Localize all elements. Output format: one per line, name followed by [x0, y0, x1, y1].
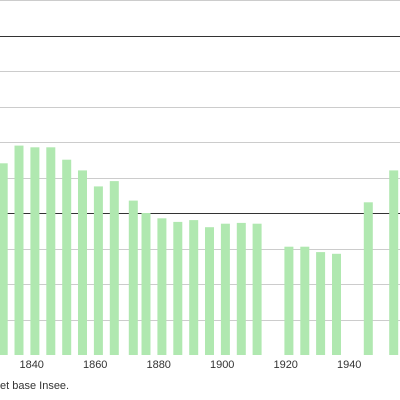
x-tick-label-1860: 1860 [83, 359, 107, 371]
bar-1901 [220, 223, 230, 355]
bar-1946 [363, 202, 373, 355]
bar-1846 [46, 147, 56, 355]
bar-1906 [236, 222, 246, 355]
bar-1831 [0, 163, 8, 355]
bar-1936 [332, 253, 341, 355]
bar-1876 [141, 213, 151, 355]
source-note: et base Insee. [0, 380, 70, 392]
bar-1841 [30, 147, 40, 355]
bars [0, 145, 399, 355]
bar-1911 [252, 223, 262, 355]
x-tick-label-1940: 1940 [337, 359, 361, 371]
x-tick-label-1920: 1920 [273, 359, 297, 371]
bar-1861 [93, 186, 103, 355]
bar-1891 [189, 220, 199, 355]
bar-1866 [109, 181, 119, 355]
bar-1851 [62, 159, 72, 355]
x-axis-ticks: 1840 1860 1880 1900 1920 1940 [19, 359, 361, 371]
bar-1896 [205, 227, 214, 355]
bar-1926 [300, 246, 310, 355]
bar-1872 [128, 200, 138, 355]
bar-1856 [78, 170, 87, 355]
bar-1886 [173, 221, 183, 355]
x-tick-label-1900: 1900 [210, 359, 234, 371]
x-tick-label-1880: 1880 [146, 359, 170, 371]
bar-1921 [284, 246, 294, 355]
bar-1881 [157, 218, 167, 355]
x-tick-label-1840: 1840 [19, 359, 43, 371]
bar-1931 [316, 252, 326, 355]
bar-1954 [389, 170, 399, 355]
bar-1836 [14, 145, 24, 355]
